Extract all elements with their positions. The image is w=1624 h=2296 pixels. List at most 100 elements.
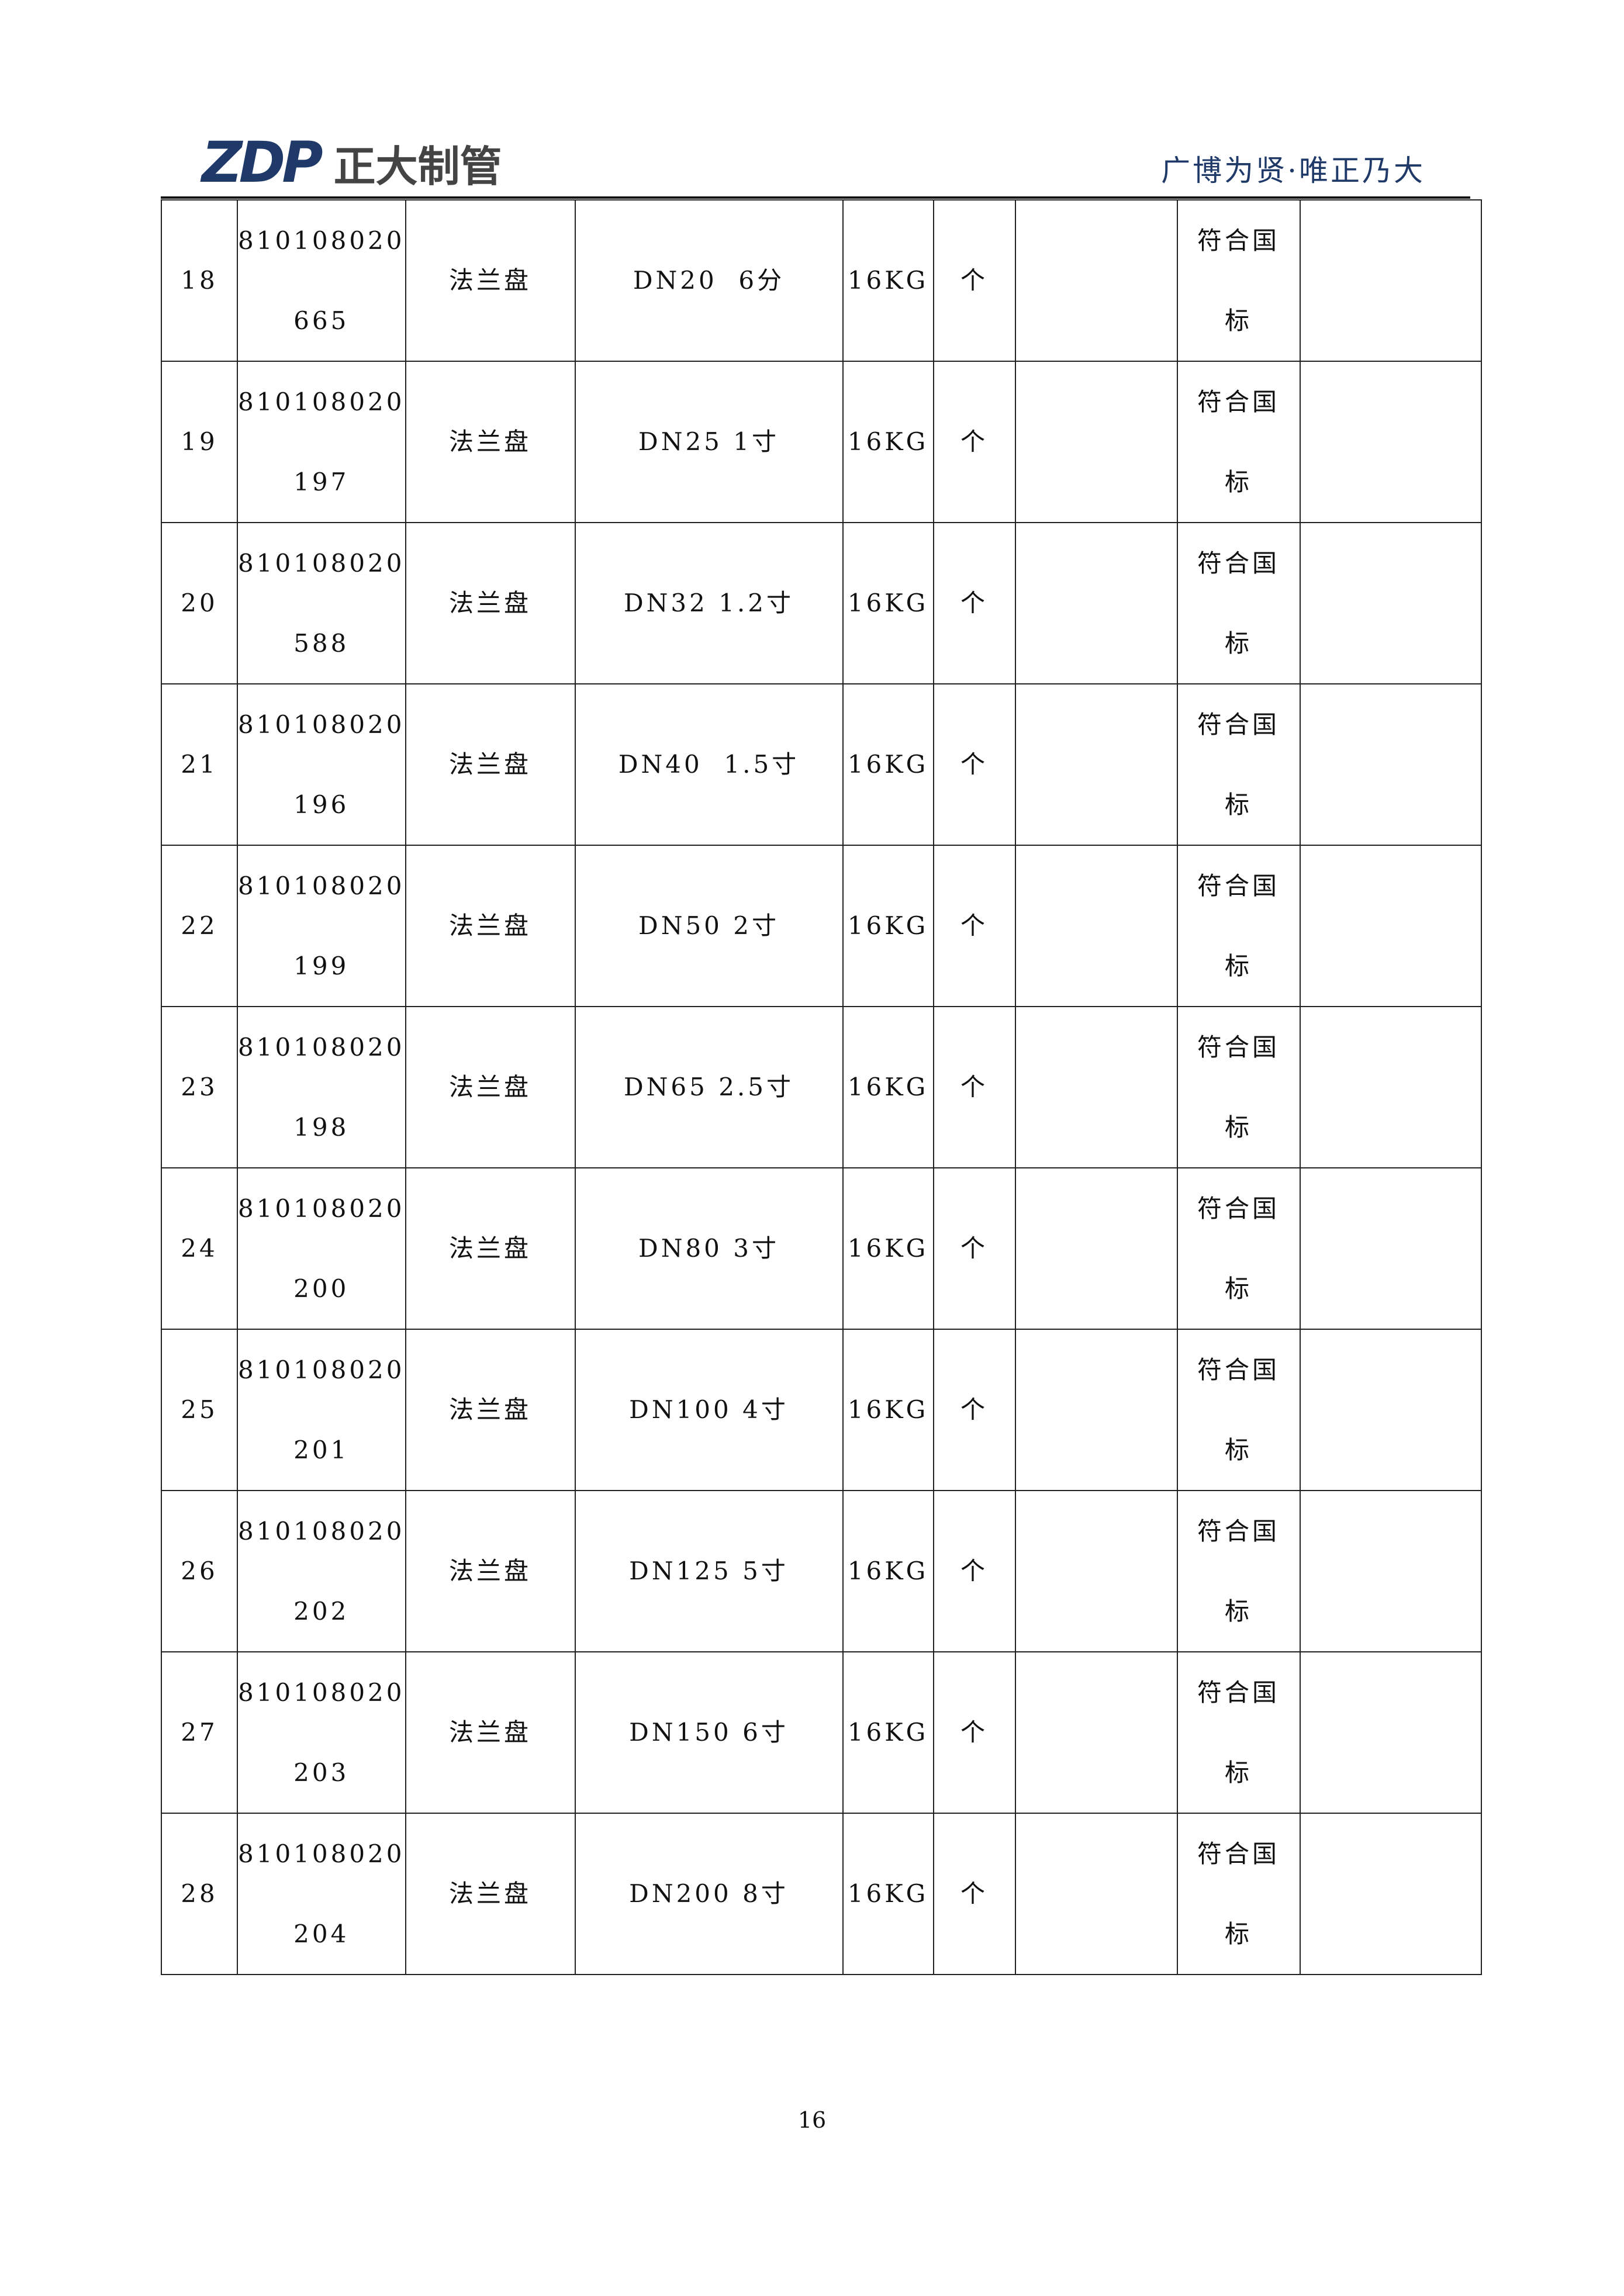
item-remark <box>1299 1490 1482 1652</box>
item-code-line2: 665 <box>293 306 350 335</box>
table-row: 22 810108020 199 法兰盘 DN50 2寸 16KG 个 符合国标 <box>161 845 1482 1007</box>
row-number: 19 <box>161 361 238 523</box>
item-unit: 个 <box>932 199 1016 362</box>
item-code-line1: 810108020 <box>238 1194 405 1223</box>
item-code-line2: 199 <box>293 952 350 980</box>
item-code: 810108020 200 <box>237 1167 406 1330</box>
table-row: 21 810108020 196 法兰盘 DN40 1.5寸 16KG 个 符合国标 <box>161 683 1482 846</box>
item-unit: 个 <box>932 845 1016 1007</box>
item-spec: DN80 3寸 <box>574 1167 844 1330</box>
item-unit: 个 <box>932 1490 1016 1652</box>
item-code-line2: 198 <box>293 1113 350 1142</box>
row-number: 21 <box>161 683 238 846</box>
item-name: 法兰盘 <box>405 1490 576 1652</box>
table-row: 27 810108020 203 法兰盘 DN150 6寸 16KG 个 符合国标 <box>161 1651 1482 1814</box>
standard-line2: 标 <box>1224 1597 1252 1626</box>
item-name: 法兰盘 <box>405 845 576 1007</box>
logo-text: 正大制管 <box>333 141 502 191</box>
standard-line1: 符合国 <box>1197 226 1280 255</box>
standard-line1: 符合国 <box>1197 388 1280 416</box>
item-code-line2: 196 <box>293 790 350 819</box>
item-quantity <box>1014 199 1178 362</box>
standard-line2: 标 <box>1224 1274 1252 1303</box>
item-code-line1: 810108020 <box>238 872 405 900</box>
item-remark <box>1299 683 1482 846</box>
item-standard: 符合国标 <box>1176 1006 1301 1168</box>
item-remark <box>1299 361 1482 523</box>
item-standard: 符合国标 <box>1176 1167 1301 1330</box>
standard-line2: 标 <box>1224 629 1252 658</box>
standard-line2: 标 <box>1224 1436 1252 1464</box>
item-standard: 符合国标 <box>1176 522 1301 684</box>
standard-line2: 标 <box>1224 1113 1252 1142</box>
item-standard: 符合国标 <box>1176 683 1301 846</box>
item-name: 法兰盘 <box>405 1651 576 1814</box>
item-name: 法兰盘 <box>405 683 576 846</box>
item-code-line1: 810108020 <box>238 1033 405 1061</box>
item-name: 法兰盘 <box>405 1329 576 1491</box>
item-pressure: 16KG <box>842 1651 934 1814</box>
item-pressure: 16KG <box>842 1813 934 1975</box>
standard-line1: 符合国 <box>1197 1356 1280 1384</box>
standard-line1: 符合国 <box>1197 710 1280 739</box>
row-number: 27 <box>161 1651 238 1814</box>
item-code-line2: 200 <box>293 1274 350 1303</box>
item-code: 810108020 197 <box>237 361 406 523</box>
item-pressure: 16KG <box>842 1006 934 1168</box>
item-spec: DN40 1.5寸 <box>574 683 844 846</box>
standard-line1: 符合国 <box>1197 1517 1280 1545</box>
item-code: 810108020 588 <box>237 522 406 684</box>
row-number: 26 <box>161 1490 238 1652</box>
item-quantity <box>1014 845 1178 1007</box>
item-code-line1: 810108020 <box>238 1517 405 1545</box>
item-quantity <box>1014 1651 1178 1814</box>
item-name: 法兰盘 <box>405 522 576 684</box>
table-row: 28 810108020 204 法兰盘 DN200 8寸 16KG 个 符合国标 <box>161 1813 1482 1975</box>
standard-line2: 标 <box>1224 1758 1252 1787</box>
item-pressure: 16KG <box>842 845 934 1007</box>
item-spec: DN32 1.2寸 <box>574 522 844 684</box>
item-standard: 符合国标 <box>1176 1329 1301 1491</box>
product-table: 18 810108020 665 法兰盘 DN20 6分 16KG 个符合国标 19 81010… <box>161 199 1482 1975</box>
item-name: 法兰盘 <box>405 1167 576 1330</box>
standard-line1: 符合国 <box>1197 1839 1280 1868</box>
item-code-line1: 810108020 <box>238 1839 405 1868</box>
item-standard: 符合国标 <box>1176 1651 1301 1814</box>
row-number: 28 <box>161 1813 238 1975</box>
standard-line1: 符合国 <box>1197 1033 1280 1061</box>
item-standard: 符合国标 <box>1176 361 1301 523</box>
item-code: 810108020 198 <box>237 1006 406 1168</box>
item-standard: 符合国标 <box>1176 845 1301 1007</box>
item-quantity <box>1014 1813 1178 1975</box>
row-number: 22 <box>161 845 238 1007</box>
item-quantity <box>1014 683 1178 846</box>
item-unit: 个 <box>932 361 1016 523</box>
standard-line2: 标 <box>1224 306 1252 335</box>
item-unit: 个 <box>932 683 1016 846</box>
item-code-line2: 197 <box>293 468 350 496</box>
company-logo: ZDP 正大制管 <box>202 130 502 195</box>
item-spec: DN125 5寸 <box>574 1490 844 1652</box>
item-code: 810108020 204 <box>237 1813 406 1975</box>
item-remark <box>1299 1813 1482 1975</box>
item-spec: DN20 6分 <box>574 199 844 362</box>
standard-line1: 符合国 <box>1197 1678 1280 1707</box>
item-pressure: 16KG <box>842 1167 934 1330</box>
item-pressure: 16KG <box>842 1329 934 1491</box>
item-pressure: 16KG <box>842 683 934 846</box>
item-quantity <box>1014 361 1178 523</box>
item-quantity <box>1014 1006 1178 1168</box>
item-quantity <box>1014 522 1178 684</box>
item-code-line2: 588 <box>293 629 350 658</box>
standard-line2: 标 <box>1224 790 1252 819</box>
item-code-line1: 810108020 <box>238 388 405 416</box>
item-code-line2: 201 <box>293 1436 350 1464</box>
item-pressure: 16KG <box>842 361 934 523</box>
item-code-line1: 810108020 <box>238 226 405 255</box>
item-unit: 个 <box>932 1167 1016 1330</box>
item-code-line2: 204 <box>293 1920 350 1948</box>
item-quantity <box>1014 1490 1178 1652</box>
item-spec: DN100 4寸 <box>574 1329 844 1491</box>
item-unit: 个 <box>932 522 1016 684</box>
item-name: 法兰盘 <box>405 1006 576 1168</box>
